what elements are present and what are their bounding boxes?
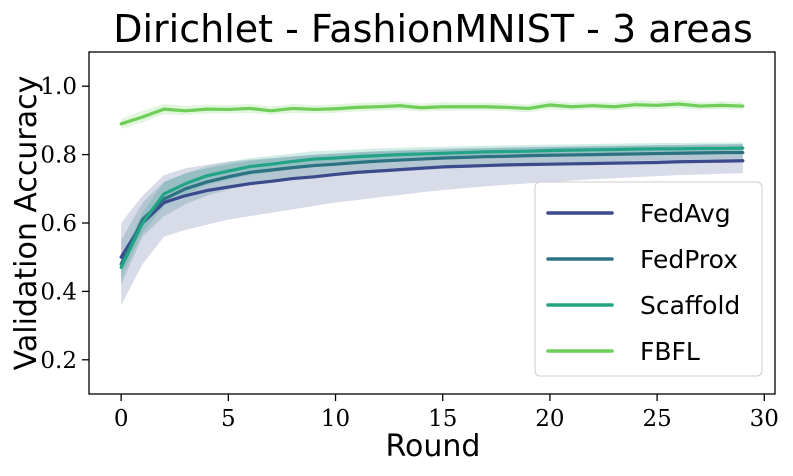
legend-label-fedprox: FedProx: [640, 245, 738, 274]
series-line-fedprox: [119, 150, 745, 266]
legend-label-fbfl: FBFL: [640, 337, 700, 366]
chart-title: Dirichlet - FashionMNIST - 3 areas: [113, 7, 753, 51]
series-line-fedavg: [119, 159, 745, 259]
x-tick-label: 5: [221, 406, 236, 432]
band-fedavg: [121, 144, 743, 306]
y-tick-label: 0.2: [40, 348, 77, 374]
x-axis-label: Round: [386, 429, 481, 464]
y-tick-label: 0.4: [40, 279, 77, 305]
legend: FedAvg FedProx Scaffold FBFL: [534, 181, 763, 377]
y-axis: 0.2 0.4 0.6 0.8 1.0: [40, 74, 89, 374]
x-axis: 0 5 10 15 20 25 30: [114, 394, 779, 432]
legend-label-fedavg: FedAvg: [640, 199, 731, 228]
y-tick-label: 0.8: [40, 143, 77, 169]
x-tick-label: 0: [114, 406, 129, 432]
x-tick-label: 30: [750, 406, 779, 432]
series-line-fbfl: [119, 102, 745, 126]
x-tick-label: 15: [428, 406, 457, 432]
x-tick-label: 10: [321, 406, 350, 432]
legend-label-scaffold: Scaffold: [640, 291, 740, 320]
plot-content: [119, 99, 745, 306]
y-axis-label: Validation Accuracy: [9, 76, 44, 371]
x-tick-label: 25: [642, 406, 671, 432]
series-line-scaffold: [119, 146, 745, 270]
x-tick-label: 20: [535, 406, 564, 432]
y-tick-label: 0.6: [40, 211, 77, 237]
y-tick-label: 1.0: [40, 74, 77, 100]
legend-box: [534, 181, 763, 377]
